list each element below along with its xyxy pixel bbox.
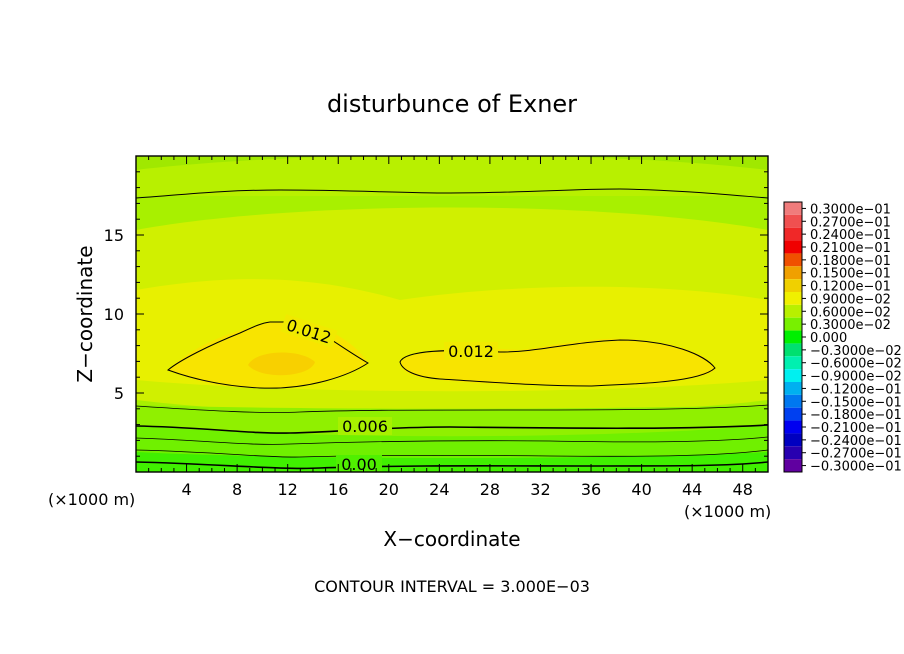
colorbar-swatch xyxy=(784,394,802,408)
contour-line xyxy=(136,449,768,458)
x-tick-label: 16 xyxy=(328,480,348,499)
y-tick-labels: 5 10 15 xyxy=(104,226,124,403)
colorbar-swatch xyxy=(784,407,802,421)
contour-label-bg xyxy=(336,455,382,472)
colorbar-swatch xyxy=(784,459,802,472)
colorbar: 0.3000e−010.2700e−010.2400e−010.2100e−01… xyxy=(783,201,902,475)
x-tick-label: 12 xyxy=(278,480,298,499)
contour-line xyxy=(136,404,768,413)
x-unit-right: (×1000 m) xyxy=(684,502,771,521)
x-tick-label: 8 xyxy=(232,480,242,499)
colorbar-label: −0.9000e−02 xyxy=(810,370,902,385)
colorbar-swatch xyxy=(784,343,802,357)
contour-line xyxy=(136,436,768,445)
colorbar-label: 0.3000e−01 xyxy=(810,202,891,217)
colorbar-label: 0.2700e−01 xyxy=(810,215,891,230)
colorbar-label: −0.1200e−01 xyxy=(810,382,902,397)
colorbar-swatch xyxy=(784,317,802,331)
colorbar-swatch xyxy=(784,279,802,292)
colorbar-label: 0.000 xyxy=(810,331,847,346)
colorbar-label: −0.1800e−01 xyxy=(810,408,902,423)
colorbar-swatch xyxy=(784,369,802,382)
colorbar-swatch xyxy=(784,356,802,370)
colorbar-label: 0.1500e−01 xyxy=(810,267,891,282)
colorbar-label: 0.1800e−01 xyxy=(810,254,891,269)
y-tick-label: 10 xyxy=(104,305,124,324)
x-tick-label: 32 xyxy=(530,480,550,499)
colorbar-label: 0.3000e−02 xyxy=(810,318,891,333)
colorbar-swatch xyxy=(784,330,802,344)
colorbar-label: −0.1500e−01 xyxy=(810,395,902,410)
x-unit-left: (×1000 m) xyxy=(48,490,135,509)
x-tick-label: 48 xyxy=(733,480,753,499)
contour-line-0.012-right xyxy=(399,339,716,387)
colorbar-swatch xyxy=(784,292,802,305)
contour-line-0.006 xyxy=(136,424,768,434)
colorbar-swatch xyxy=(784,446,802,460)
contour-fill xyxy=(136,156,768,472)
colorbar-label: −0.3000e−02 xyxy=(810,344,902,359)
contour-line-0.000 xyxy=(136,461,768,470)
x-tick-label: 40 xyxy=(631,480,651,499)
x-tick-label: 4 xyxy=(181,480,191,499)
y-axis-label: Z−coordinate xyxy=(73,245,97,382)
x-tick-label: 28 xyxy=(480,480,500,499)
colorbar-swatch xyxy=(784,253,802,267)
contour-label-bg xyxy=(444,342,498,360)
contour-lines xyxy=(136,188,768,470)
contour-interval-footer: CONTOUR INTERVAL = 3.000E−03 xyxy=(314,577,590,596)
y-tick-label: 15 xyxy=(104,226,124,245)
contour-label-bg xyxy=(338,417,392,435)
colorbar-label: 0.2100e−01 xyxy=(810,241,891,256)
colorbar-swatch xyxy=(784,304,802,318)
y-tick-label: 5 xyxy=(114,384,124,403)
contour-label-bg xyxy=(280,314,338,348)
colorbar-label: −0.3000e−01 xyxy=(810,460,902,475)
contour-line xyxy=(136,188,768,199)
contour-line-0.012-left xyxy=(167,321,369,389)
colorbar-label: −0.2700e−01 xyxy=(810,447,902,462)
chart-title: disturbunce of Exner xyxy=(327,90,577,118)
colorbar-label: −0.2100e−01 xyxy=(810,421,902,436)
colorbar-swatch xyxy=(784,214,802,228)
x-tick-label: 36 xyxy=(581,480,601,499)
colorbar-label: 0.1200e−01 xyxy=(810,280,891,295)
axis-ticks xyxy=(136,156,768,472)
contour-label: 0.00 xyxy=(341,455,377,474)
colorbar-swatch xyxy=(784,420,802,434)
colorbar-label: 0.6000e−02 xyxy=(810,305,891,320)
x-tick-labels: 4 8 12 16 20 24 28 32 36 40 44 48 xyxy=(181,480,752,499)
colorbar-swatch xyxy=(784,227,802,241)
fill-band-upper xyxy=(136,156,768,196)
colorbar-label: 0.9000e−02 xyxy=(810,292,891,307)
colorbar-swatch xyxy=(784,240,802,254)
fill-band-0.015 xyxy=(248,352,315,376)
colorbar-swatch xyxy=(784,382,802,395)
colorbar-label: −0.2400e−01 xyxy=(810,434,902,449)
contour-labels: 0.012 0.012 0.006 0.00 xyxy=(280,314,498,474)
contour-label: 0.006 xyxy=(342,417,388,436)
colorbar-swatch xyxy=(784,202,802,215)
x-axis-label: X−coordinate xyxy=(383,527,520,551)
x-tick-label: 24 xyxy=(429,480,449,499)
colorbar-swatch xyxy=(784,433,802,447)
x-tick-label: 20 xyxy=(379,480,399,499)
colorbar-label: 0.2400e−01 xyxy=(810,228,891,243)
colorbar-label: −0.6000e−02 xyxy=(810,357,902,372)
x-tick-label: 44 xyxy=(682,480,702,499)
colorbar-swatch xyxy=(784,266,802,280)
contour-label: 0.012 xyxy=(448,342,494,361)
